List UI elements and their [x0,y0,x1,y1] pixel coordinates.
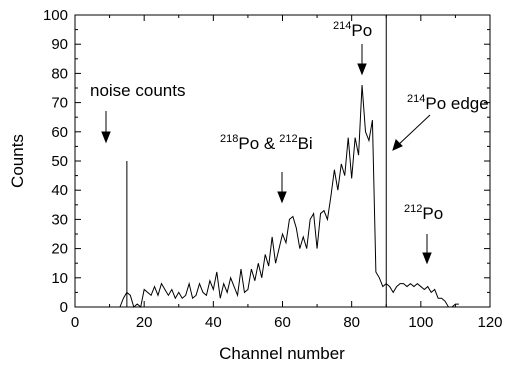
arrow-noise-counts [101,111,111,144]
y-tick-label: 60 [51,124,68,141]
y-axis-title: Counts [8,134,27,188]
series-line-counts [119,85,459,308]
plot-frame [74,14,491,308]
arrow-po214 [357,44,367,76]
arrow-po212 [422,234,432,265]
arrow-po214-edge [392,114,431,151]
x-tick-label: 40 [205,314,222,331]
x-axis-title: Channel number [219,344,345,363]
x-tick-label: 0 [71,314,79,331]
marker-lines [126,15,387,307]
y-tick-labels: 0 10 20 30 40 50 60 70 80 90 100 [43,7,68,316]
x-tick-label: 20 [136,314,153,331]
y-tick-label: 50 [51,153,68,170]
annotation-po214: 214Po [333,20,372,40]
y-tick-label: 40 [51,182,68,199]
y-tick-label: 100 [43,7,68,24]
arrow-po218 [277,172,287,204]
annotation-noise-counts: noise counts [90,81,185,100]
y-tick-label: 10 [51,270,68,287]
annotation-po214-edge: 214Po edge [407,93,489,113]
plot-area-border [74,14,491,308]
annotation-po212: 212Po [404,203,443,223]
annotation-po218-bi212: 218Po & 212Bi [220,133,313,153]
x-tick-label: 80 [343,314,360,331]
x-tick-label: 60 [274,314,291,331]
x-tick-label: 120 [477,314,502,331]
annotation-arrows [101,44,432,265]
y-tick-label: 90 [51,36,68,53]
y-tick-label: 30 [51,211,68,228]
y-tick-label: 80 [51,65,68,82]
x-tick-label: 100 [408,314,433,331]
axis-ticks [74,14,491,308]
y-tick-label: 70 [51,95,68,112]
x-tick-labels: 0 20 40 60 80 100 120 [71,314,503,331]
y-tick-label: 20 [51,241,68,258]
y-tick-label: 0 [60,299,68,316]
